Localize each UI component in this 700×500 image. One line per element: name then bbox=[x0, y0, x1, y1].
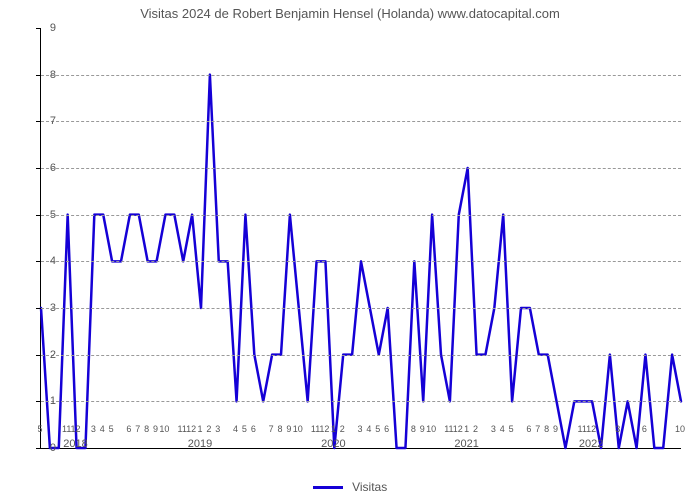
grid-line bbox=[41, 168, 681, 169]
y-tick-label: 8 bbox=[38, 69, 56, 81]
x-year-label: 2021 bbox=[454, 438, 478, 450]
x-tick-label: 12 bbox=[319, 424, 329, 434]
x-tick-label: 10 bbox=[675, 424, 685, 434]
x-tick-label: 4 bbox=[500, 424, 505, 434]
x-tick-label: 9 bbox=[286, 424, 291, 434]
x-tick-label: 2 bbox=[206, 424, 211, 434]
x-tick-label: 8 bbox=[544, 424, 549, 434]
x-tick-label: 5 bbox=[509, 424, 514, 434]
y-tick-label: 2 bbox=[38, 349, 56, 361]
x-tick-label: 10 bbox=[426, 424, 436, 434]
x-tick-label: 10 bbox=[159, 424, 169, 434]
x-tick-label: 3 bbox=[491, 424, 496, 434]
grid-line bbox=[41, 75, 681, 76]
x-tick-label: 9 bbox=[553, 424, 558, 434]
chart-container: Visitas 2024 de Robert Benjamin Hensel (… bbox=[0, 0, 700, 500]
chart-title: Visitas 2024 de Robert Benjamin Hensel (… bbox=[0, 6, 700, 21]
x-year-label: 2019 bbox=[188, 438, 212, 450]
x-tick-label: 8 bbox=[411, 424, 416, 434]
x-tick-label: 8 bbox=[144, 424, 149, 434]
x-tick-label: 10 bbox=[293, 424, 303, 434]
x-tick-label: 4 bbox=[233, 424, 238, 434]
x-tick-label: 12 bbox=[71, 424, 81, 434]
x-tick-label: 3 bbox=[615, 424, 620, 434]
x-tick-label: 9 bbox=[420, 424, 425, 434]
x-tick-label: 6 bbox=[642, 424, 647, 434]
y-tick-label: 3 bbox=[38, 302, 56, 314]
x-tick-label: 8 bbox=[277, 424, 282, 434]
plot-area bbox=[40, 28, 681, 449]
x-tick-label: 7 bbox=[135, 424, 140, 434]
grid-line bbox=[41, 401, 681, 402]
x-tick-label: 5 bbox=[242, 424, 247, 434]
x-tick-label: 7 bbox=[269, 424, 274, 434]
x-tick-label: 4 bbox=[366, 424, 371, 434]
grid-line bbox=[41, 261, 681, 262]
x-tick-label: 12 bbox=[186, 424, 196, 434]
x-tick-label: 5 bbox=[375, 424, 380, 434]
grid-line bbox=[41, 355, 681, 356]
grid-line bbox=[41, 308, 681, 309]
legend-swatch bbox=[313, 486, 343, 489]
x-tick-label: 9 bbox=[153, 424, 158, 434]
y-tick-label: 9 bbox=[38, 22, 56, 34]
x-tick-label: 7 bbox=[535, 424, 540, 434]
x-tick-label: 6 bbox=[384, 424, 389, 434]
x-tick-label: 3 bbox=[357, 424, 362, 434]
x-tick-label: 5 bbox=[109, 424, 114, 434]
legend-label: Visitas bbox=[352, 480, 387, 494]
x-year-label: 2020 bbox=[321, 438, 345, 450]
y-tick-label: 7 bbox=[38, 115, 56, 127]
x-tick-label: 3 bbox=[215, 424, 220, 434]
x-tick-label: 6 bbox=[526, 424, 531, 434]
x-year-label: 2018 bbox=[63, 438, 87, 450]
legend: Visitas bbox=[0, 480, 700, 494]
y-tick-label: 1 bbox=[38, 395, 56, 407]
x-tick-label: 12 bbox=[453, 424, 463, 434]
y-tick-label: 4 bbox=[38, 255, 56, 267]
x-tick-label: 1 bbox=[331, 424, 336, 434]
grid-line bbox=[41, 215, 681, 216]
x-tick-label: 6 bbox=[126, 424, 131, 434]
x-tick-label: 4 bbox=[100, 424, 105, 434]
y-tick-label: 6 bbox=[38, 162, 56, 174]
line-series-svg bbox=[41, 28, 681, 448]
x-tick-label: 12 bbox=[586, 424, 596, 434]
x-tick-label: 1 bbox=[197, 424, 202, 434]
x-tick-label: 6 bbox=[251, 424, 256, 434]
x-tick-label: 2 bbox=[473, 424, 478, 434]
grid-line bbox=[41, 121, 681, 122]
y-tick-label: 0 bbox=[38, 442, 56, 454]
x-tick-label: 1 bbox=[464, 424, 469, 434]
x-tick-label: 2 bbox=[340, 424, 345, 434]
x-tick-label: 5 bbox=[37, 424, 42, 434]
x-tick-label: 3 bbox=[91, 424, 96, 434]
y-tick-label: 5 bbox=[38, 209, 56, 221]
x-year-label: 2022 bbox=[579, 438, 603, 450]
